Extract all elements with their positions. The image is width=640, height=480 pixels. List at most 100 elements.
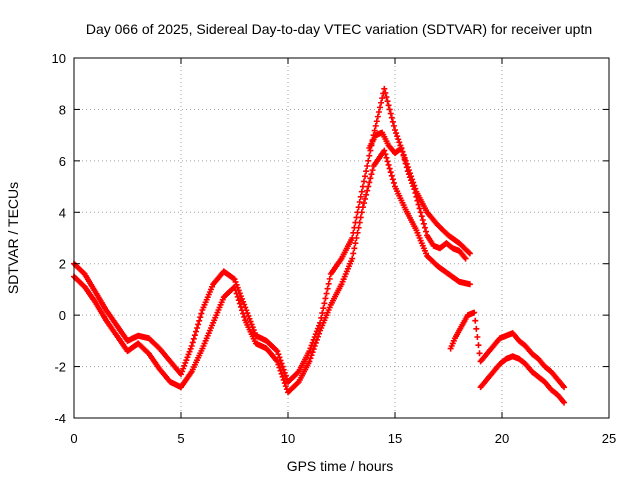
- data-point: [368, 171, 375, 178]
- data-point: [415, 201, 422, 208]
- data-point: [277, 367, 284, 374]
- data-point: [383, 94, 390, 101]
- data-point: [233, 290, 240, 297]
- data-point: [475, 342, 482, 349]
- data-point: [358, 209, 365, 216]
- data-point: [385, 102, 392, 109]
- data-point: [385, 161, 392, 168]
- data-point: [187, 345, 194, 352]
- data-point: [312, 339, 319, 346]
- data-point: [275, 351, 282, 358]
- data-point: [322, 295, 329, 302]
- data-point: [363, 168, 370, 175]
- data-point: [357, 214, 364, 221]
- data-point: [363, 191, 370, 198]
- data-point: [282, 383, 289, 390]
- data-point: [378, 99, 385, 106]
- data-point: [279, 363, 286, 370]
- data-point: [362, 195, 369, 202]
- y-tick-label: -2: [54, 360, 66, 375]
- data-point: [326, 275, 333, 282]
- data-point: [371, 127, 378, 134]
- data-point: [359, 204, 366, 211]
- data-point: [367, 175, 374, 182]
- data-point: [357, 193, 364, 200]
- data-point: [358, 188, 365, 195]
- data-point: [399, 148, 406, 155]
- data-point: [365, 157, 372, 164]
- data-point: [386, 106, 393, 113]
- data-point: [404, 168, 411, 175]
- x-tick-label: 25: [602, 431, 616, 446]
- y-tick-label: -4: [54, 411, 66, 426]
- data-point: [406, 174, 413, 181]
- data-point: [178, 371, 184, 378]
- data-point: [314, 333, 321, 340]
- data-point: [313, 336, 320, 343]
- data-point: [413, 193, 420, 200]
- data-point: [280, 376, 287, 383]
- data-point: [235, 297, 242, 304]
- data-point: [279, 373, 286, 380]
- series-track-b: [71, 147, 473, 396]
- data-point: [393, 130, 400, 137]
- y-axis-label: SDTVAR / TECUs: [5, 182, 21, 294]
- x-tick-label: 15: [388, 431, 402, 446]
- data-point: [392, 127, 398, 133]
- data-point: [276, 354, 283, 361]
- y-tick-label: 4: [59, 205, 66, 220]
- data-point: [365, 183, 372, 190]
- data-point: [278, 370, 285, 377]
- data-point: [354, 229, 361, 236]
- data-point: [352, 240, 359, 247]
- data-point: [238, 307, 245, 314]
- data-point: [561, 399, 568, 406]
- plot-frame: [73, 57, 610, 419]
- data-point: [360, 200, 367, 207]
- data-point: [472, 317, 479, 324]
- data-point: [364, 163, 371, 169]
- data-point: [245, 312, 252, 319]
- x-tick-labels: 0 5 10 15 20 25: [70, 431, 616, 446]
- data-point: [192, 328, 199, 335]
- data-point: [360, 178, 367, 185]
- series-track-a: [71, 85, 473, 385]
- data-point: [417, 209, 424, 216]
- data-point: [382, 89, 389, 96]
- data-point: [356, 199, 363, 205]
- data-point: [377, 104, 384, 111]
- series-track-d: [447, 309, 568, 391]
- x-tick-label: 20: [495, 431, 509, 446]
- data-point: [355, 224, 362, 231]
- data-point: [276, 364, 283, 371]
- series-track-c: [366, 129, 469, 262]
- data-point: [319, 310, 326, 317]
- data-point: [186, 348, 193, 355]
- data-point: [474, 334, 481, 340]
- data-point: [311, 343, 318, 349]
- data-point: [307, 355, 314, 362]
- x-axis-label: GPS time / hours: [287, 458, 394, 474]
- data-point: [410, 183, 417, 190]
- data-point: [409, 180, 416, 187]
- data-point: [185, 351, 192, 358]
- data-point: [416, 205, 423, 212]
- data-point: [373, 118, 380, 125]
- chart-title: Day 066 of 2025, Sidereal Day-to-day VTE…: [86, 21, 592, 37]
- x-tick-label: 5: [177, 431, 184, 446]
- data-point: [366, 179, 373, 186]
- data-point: [182, 359, 189, 366]
- data-point: [180, 365, 187, 372]
- data-point: [234, 293, 241, 300]
- data-point: [384, 158, 391, 165]
- data-point: [411, 186, 418, 193]
- y-tick-label: 6: [59, 154, 66, 169]
- data-point: [403, 164, 410, 171]
- data-point: [197, 314, 204, 321]
- x-tick-label: 0: [70, 431, 77, 446]
- data-point: [198, 310, 205, 317]
- data-point: [274, 348, 281, 355]
- data-point: [419, 217, 426, 223]
- data-point: [375, 109, 382, 115]
- y-tick-labels: -4 -2 0 2 4 6 8 10: [52, 51, 66, 426]
